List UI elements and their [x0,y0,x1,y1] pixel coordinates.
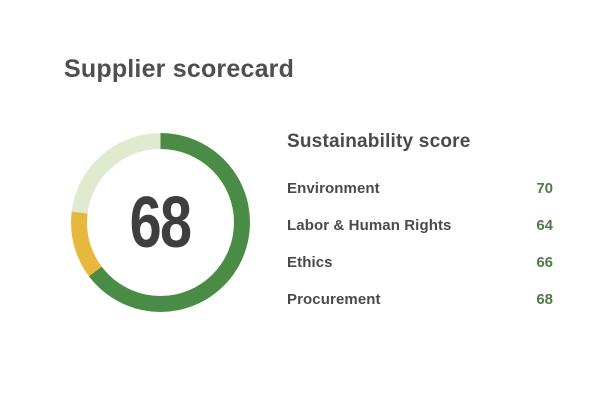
score-row-ethics: Ethics 66 [287,254,553,273]
score-value: 70 [536,180,553,197]
score-value: 68 [536,291,553,308]
donut-gauge-center: 68 [87,149,234,296]
page-title: Supplier scorecard [64,55,295,83]
score-label: Procurement [287,291,381,308]
sustainability-score-panel: Sustainability score Environment 70 Labo… [287,131,553,328]
sustainability-donut-gauge: 68 [71,133,250,312]
overall-score-value: 68 [130,182,192,263]
score-label: Environment [287,180,380,197]
score-label: Labor & Human Rights [287,217,452,234]
score-row-procurement: Procurement 68 [287,291,553,310]
score-value: 66 [536,254,553,271]
score-panel-heading: Sustainability score [287,131,471,152]
score-label: Ethics [287,254,333,271]
score-row-environment: Environment 70 [287,180,553,199]
score-value: 64 [536,217,553,234]
score-row-labor-human-rights: Labor & Human Rights 64 [287,217,553,236]
